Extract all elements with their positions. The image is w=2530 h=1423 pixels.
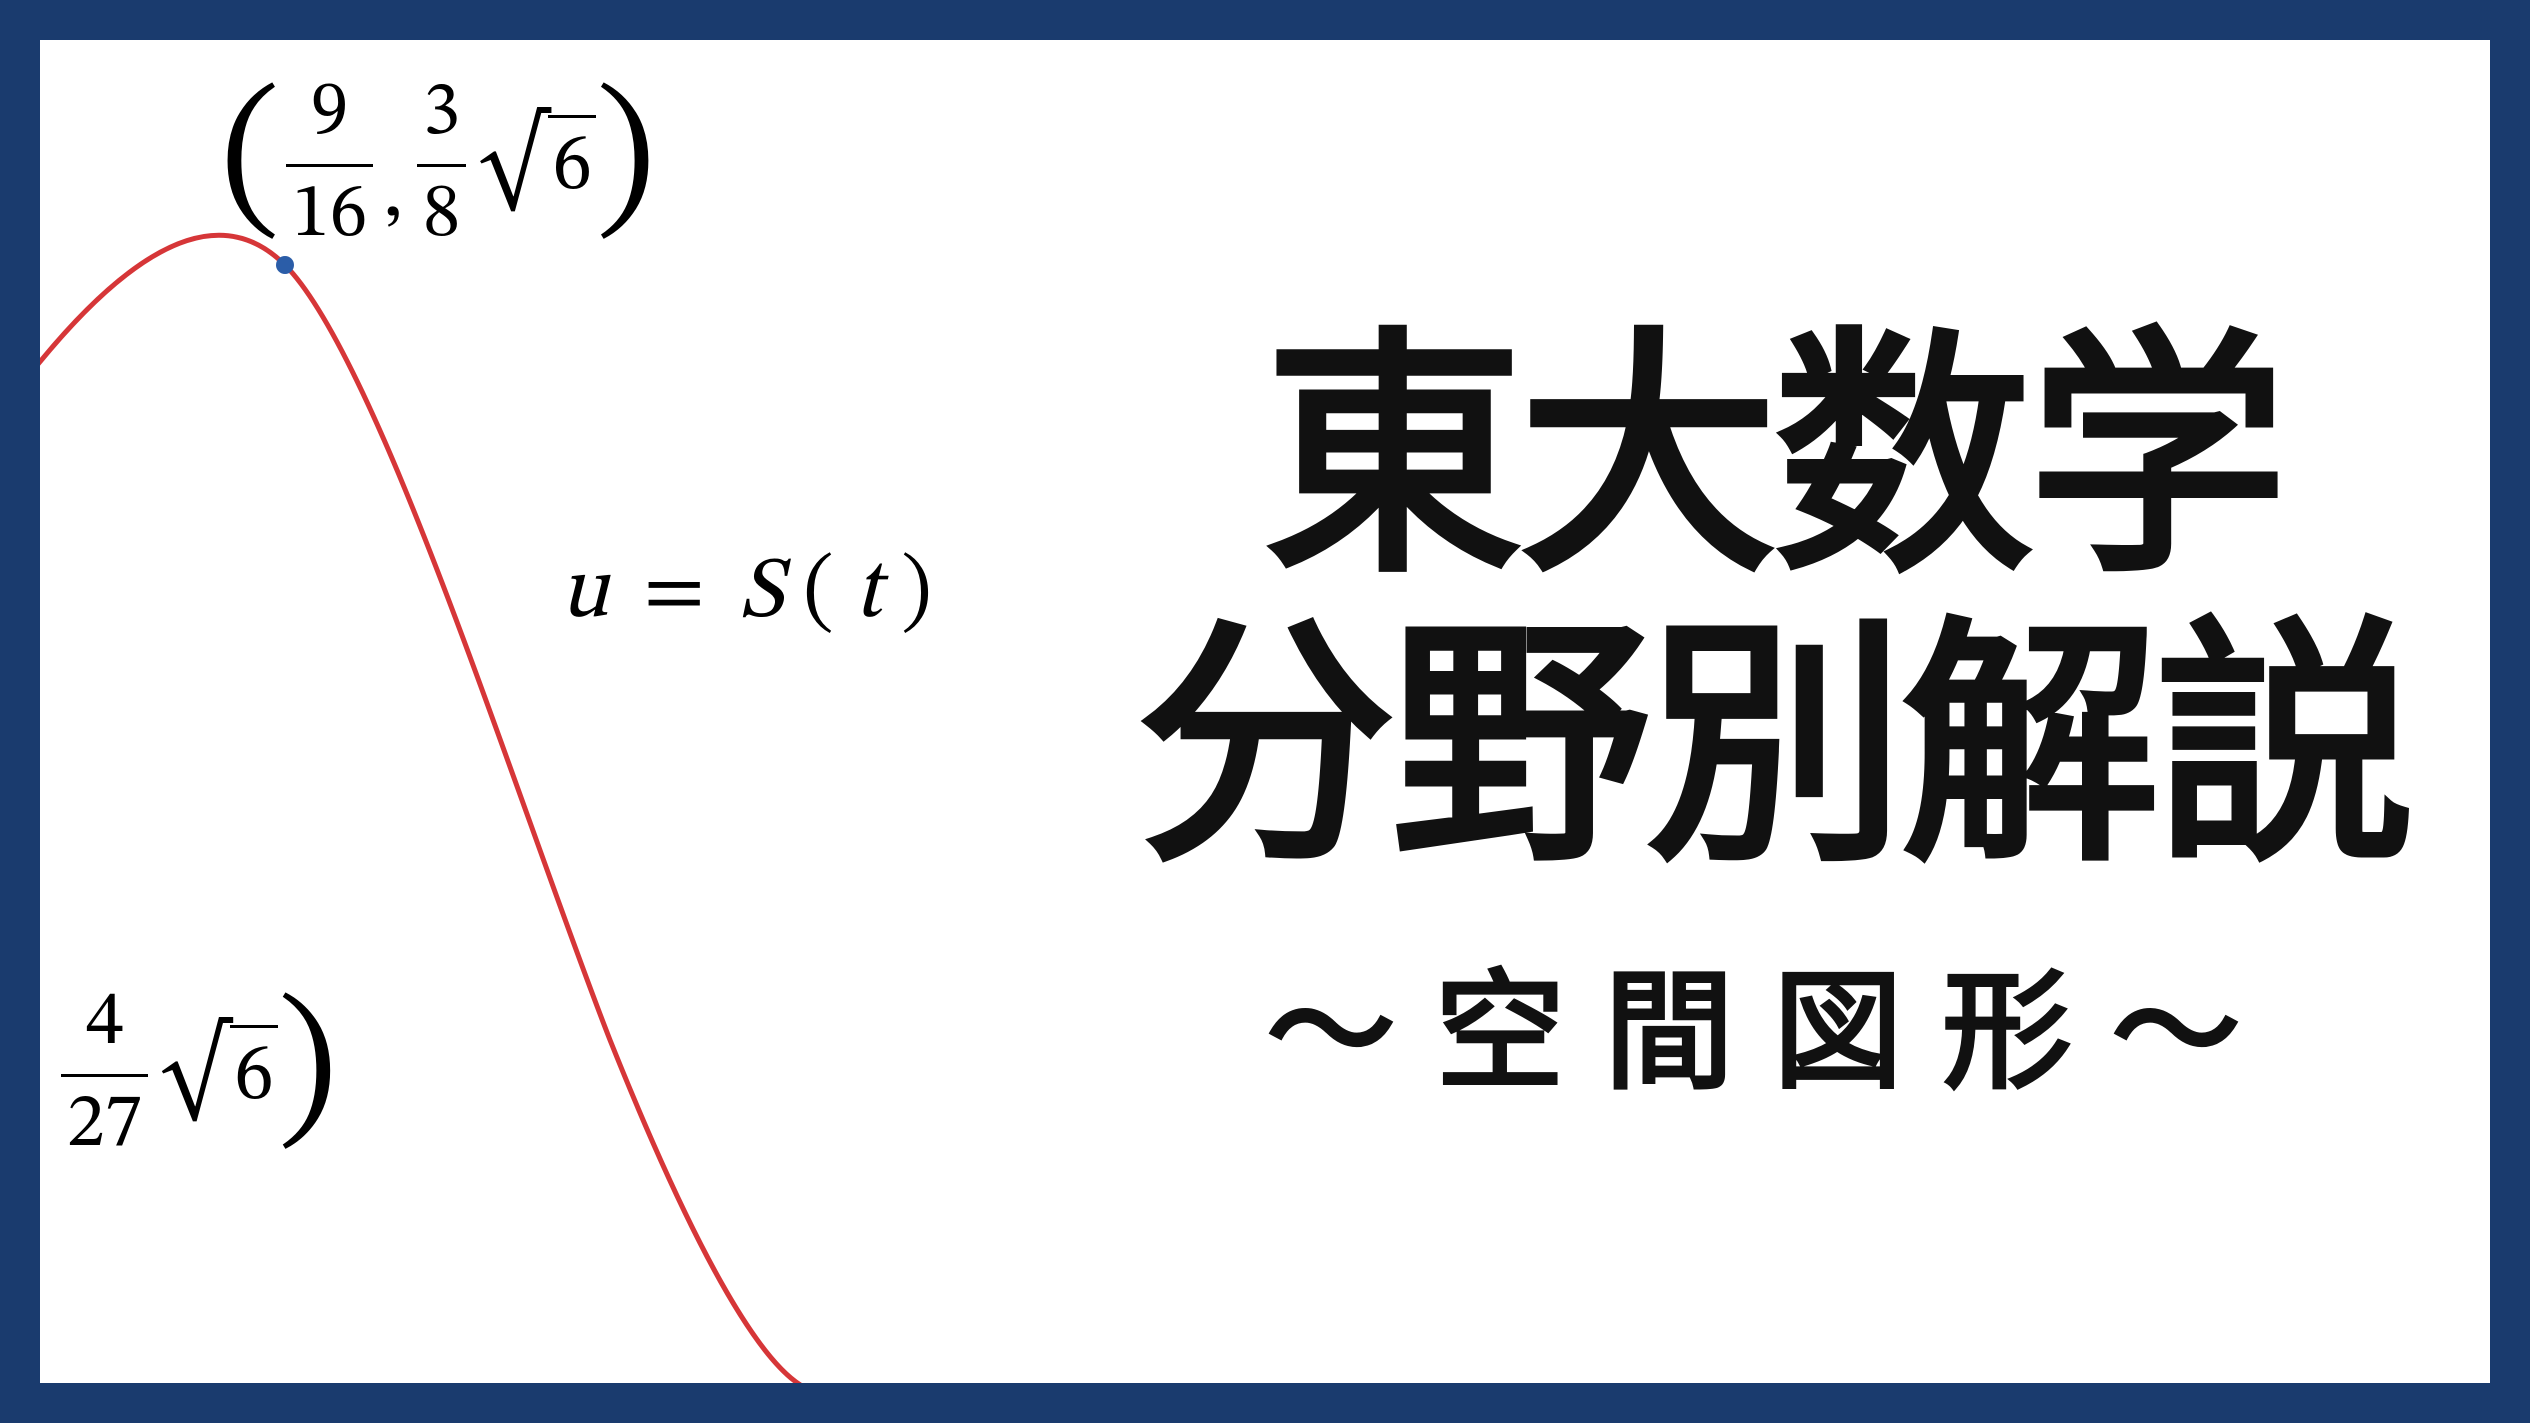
fraction-4-27: 4 27	[61, 977, 148, 1174]
content-area: ( 9 16 , 3 8 √ 6 ) u = S ( t )	[40, 40, 2490, 1383]
coord-top-label: ( 9 16 , 3 8 √ 6 )	[220, 60, 656, 270]
sqrt-6-top: √ 6	[478, 110, 595, 220]
outer-frame: ( 9 16 , 3 8 √ 6 ) u = S ( t )	[0, 0, 2530, 1423]
curve-path	[40, 235, 810, 1383]
comma: ,	[383, 146, 403, 246]
fraction-9-16: 9 16	[286, 67, 373, 264]
title-line2: 分野別解説	[1136, 598, 2410, 897]
coord-bottom-label: 4 27 √ 6 )	[55, 970, 338, 1180]
title-line1: 東大数学	[1136, 309, 2410, 608]
function-label: u = S ( t )	[560, 540, 932, 648]
title-block: 東大数学 分野別解説 〜空間図形〜	[1136, 309, 2410, 1115]
paren-close-bottom: )	[278, 967, 338, 1177]
paren-close: )	[596, 57, 656, 267]
fraction-3-8: 3 8	[417, 67, 467, 264]
paren-open: (	[220, 57, 280, 267]
sqrt-6-bottom: √ 6	[160, 1020, 277, 1130]
subtitle: 〜空間図形〜	[1136, 927, 2410, 1115]
